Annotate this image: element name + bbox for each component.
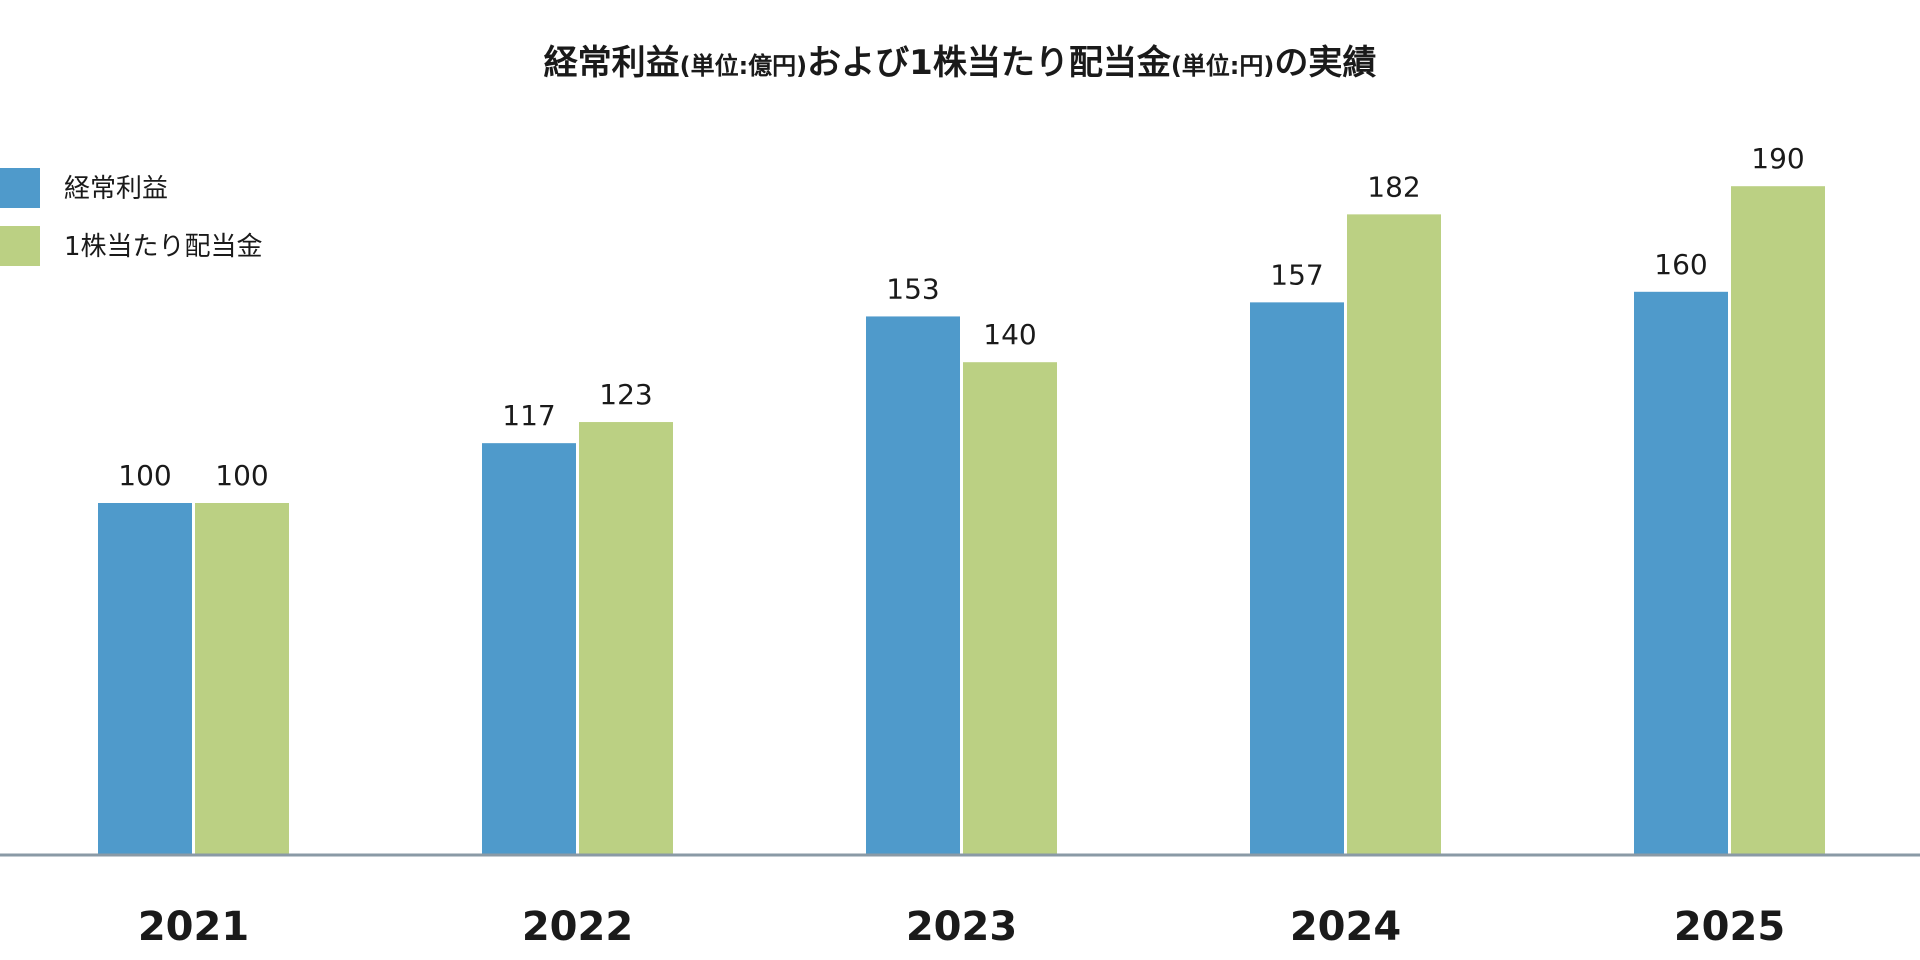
legend-swatch	[0, 226, 40, 266]
bar	[963, 362, 1057, 855]
bar	[866, 316, 960, 855]
data-label: 117	[502, 399, 555, 432]
legend-label: 1株当たり配当金	[64, 232, 263, 262]
bar	[1634, 291, 1728, 855]
data-label: 140	[983, 318, 1036, 351]
data-label: 160	[1654, 248, 1707, 281]
chart-title-part: および1株当たり配当金	[807, 43, 1172, 83]
legend-swatch	[0, 168, 40, 208]
bar	[1731, 186, 1825, 855]
legend: 経常利益 1株当たり配当金	[0, 168, 263, 266]
data-label: 100	[118, 459, 171, 492]
x-tick-label: 2024	[1290, 904, 1401, 950]
value-labels: 100 100 117 123 153 140 157 182 160 190	[118, 142, 1804, 492]
data-label: 157	[1270, 258, 1323, 291]
data-label: 123	[599, 378, 652, 411]
data-label: 153	[886, 272, 939, 305]
bars	[98, 186, 1825, 856]
chart-title-part: (単位:円)	[1171, 52, 1275, 80]
x-tick-label: 2023	[906, 904, 1017, 950]
x-tick-label: 2021	[138, 904, 249, 950]
bar	[195, 503, 289, 855]
legend-label: 経常利益	[64, 174, 168, 204]
bar	[98, 503, 192, 855]
x-tick-label: 2022	[522, 904, 633, 950]
data-label: 190	[1751, 142, 1804, 175]
chart-title-part: の実績	[1274, 43, 1376, 83]
bar	[1347, 214, 1441, 856]
chart-title-part: 経常利益	[544, 43, 680, 83]
data-label: 182	[1367, 170, 1420, 203]
bar	[579, 422, 673, 855]
x-tick-label: 2025	[1674, 904, 1785, 950]
bar	[1250, 302, 1344, 855]
chart-title-part: (単位:億円)	[680, 52, 808, 80]
bar	[482, 443, 576, 855]
x-tick-labels: 2021 2022 2023 2024 2025	[138, 904, 1785, 950]
chart-title: 経常利益(単位:億円)および1株当たり配当金(単位:円)の実績	[544, 43, 1377, 83]
data-label: 100	[215, 459, 268, 492]
